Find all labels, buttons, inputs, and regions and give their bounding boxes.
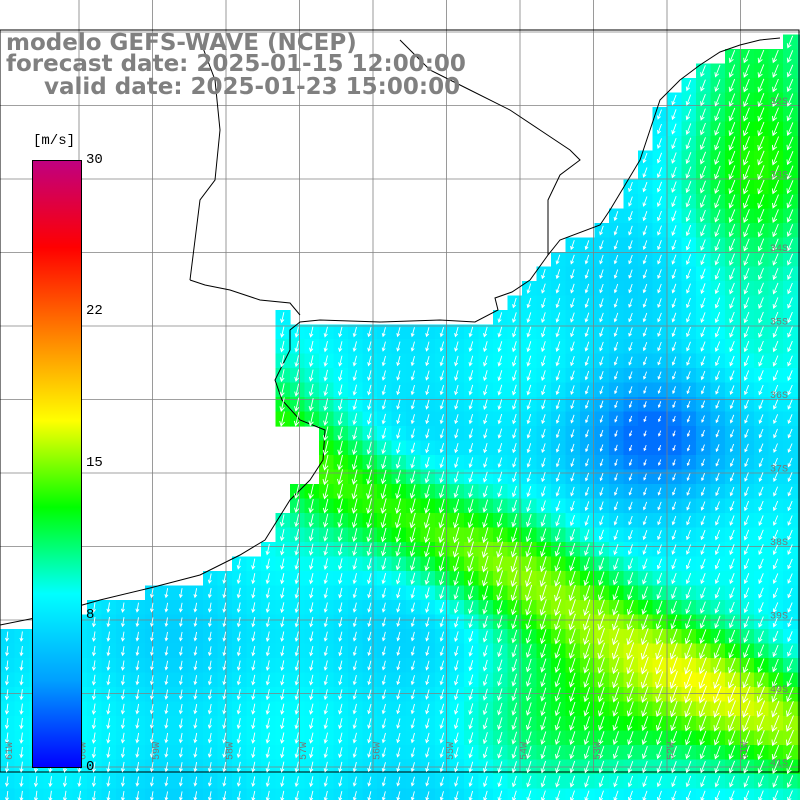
latitude-label: 40S <box>770 685 788 696</box>
longitude-label: 57W <box>299 742 310 760</box>
colorbar-gradient <box>33 161 81 767</box>
colorbar-tick: 0 <box>86 759 94 775</box>
latitude-label: 39S <box>770 612 788 623</box>
wind-speed-field <box>0 35 800 801</box>
latitude-label: 41S <box>770 759 788 770</box>
longitude-label: 51W <box>740 742 751 760</box>
longitude-label: 59W <box>152 742 163 760</box>
longitude-label: 56W <box>373 742 384 760</box>
colorbar-tick: 8 <box>86 607 94 623</box>
latitude-label: 33S <box>770 171 788 182</box>
latitude-label: 38S <box>770 538 788 549</box>
longitude-label: 52W <box>667 742 678 760</box>
latitude-label: 37S <box>770 465 788 476</box>
longitude-label: 61W <box>5 742 16 760</box>
colorbar-unit: [m/s] <box>33 133 75 149</box>
longitude-label: 55W <box>446 742 457 760</box>
forecast-date: forecast date: 2025-01-15 12:00:00 <box>6 53 466 76</box>
latitude-label: 32S <box>770 97 788 108</box>
colorbar-tick: 30 <box>86 152 103 168</box>
longitude-label: 53W <box>593 742 604 760</box>
colorbar-tick: 22 <box>86 303 103 319</box>
colorbar <box>32 160 82 768</box>
latitude-label: 35S <box>770 318 788 329</box>
latitude-label: 34S <box>770 244 788 255</box>
river-border <box>190 280 300 315</box>
colorbar-tick: 15 <box>86 455 103 471</box>
longitude-label: 54W <box>520 742 531 760</box>
latitude-label: 36S <box>770 391 788 402</box>
longitude-label: 58W <box>226 742 237 760</box>
valid-date: valid date: 2025-01-23 15:00:00 <box>44 76 460 99</box>
